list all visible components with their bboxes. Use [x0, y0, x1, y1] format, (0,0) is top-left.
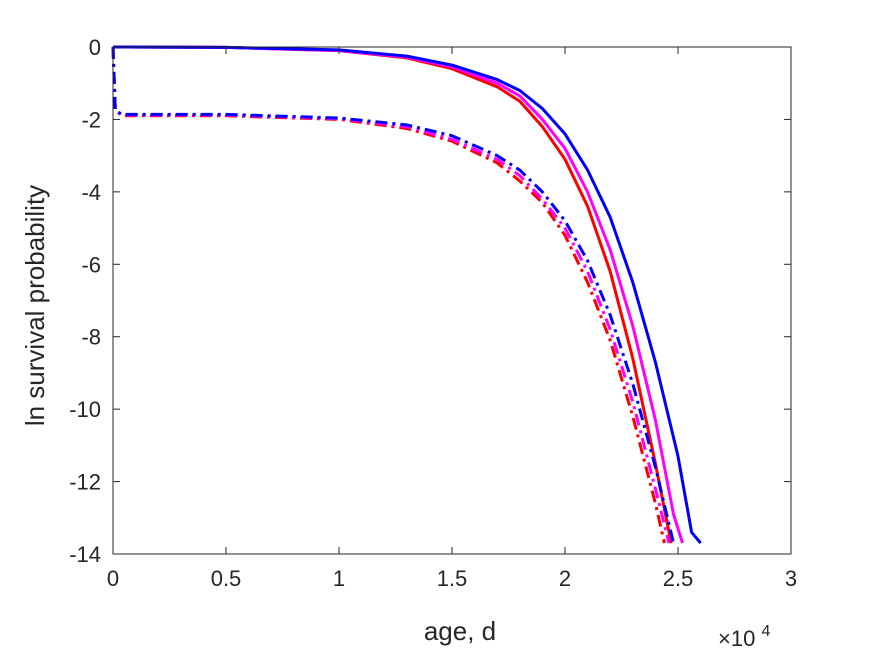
series-line-4	[111, 46, 666, 544]
series-line-6	[111, 46, 675, 544]
y-tick-label: -4	[81, 180, 101, 205]
x-tick-label: 0.5	[211, 566, 242, 591]
x-axis-ticks: 0 0.5 1 1.5 2 2.5 3	[107, 47, 797, 591]
x-tick-label: 0	[107, 566, 119, 591]
x-tick-label: 3	[785, 566, 797, 591]
series-line-2	[112, 45, 684, 544]
y-tick-label: -8	[81, 325, 101, 350]
x-tick-label: 1.5	[437, 566, 468, 591]
x-tick-label: 1	[333, 566, 345, 591]
y-tick-label: -6	[81, 252, 101, 277]
y-tick-label: -14	[69, 542, 101, 567]
y-axis-ticks: 0 -2 -4 -6 -8 -10 -12 -14	[69, 35, 791, 567]
x-tick-label: 2.5	[663, 566, 694, 591]
plot-lines	[111, 45, 702, 545]
y-tick-label: 0	[89, 35, 101, 60]
plot-frame	[112, 46, 792, 555]
x-axis-label: age, d	[424, 616, 496, 646]
y-tick-label: -10	[69, 397, 101, 422]
series-line-1	[112, 45, 673, 544]
x-axis-exponent-base: ×10	[718, 626, 755, 651]
x-axis-exponent-power: 4	[761, 623, 770, 640]
x-tick-label: 2	[559, 566, 571, 591]
series-line-3	[112, 45, 702, 545]
series-line-5	[111, 46, 671, 544]
y-tick-label: -2	[81, 107, 101, 132]
y-tick-label: -12	[69, 470, 101, 495]
x-axis-exponent: ×10 4	[718, 623, 770, 651]
y-axis-label: ln survival probability	[20, 185, 50, 426]
